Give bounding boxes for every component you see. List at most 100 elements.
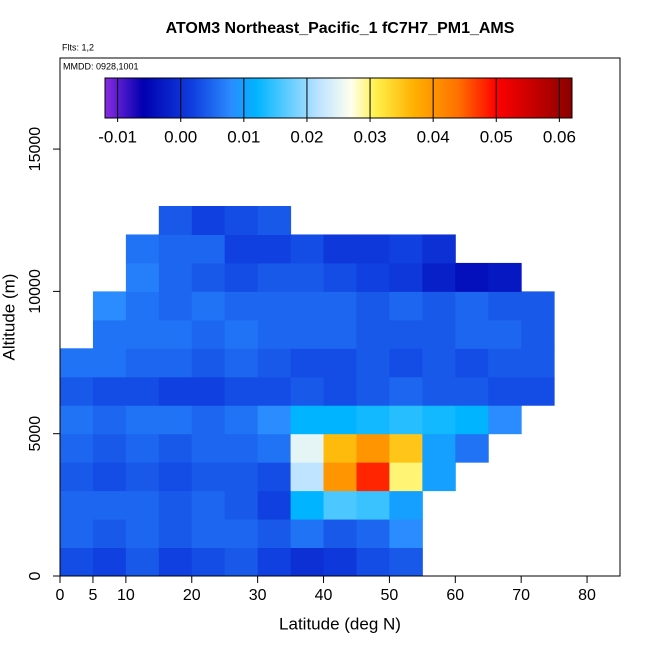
heat-cell (422, 234, 456, 264)
colorbar-tick-label: -0.01 (98, 127, 137, 146)
heat-cell (455, 262, 489, 292)
heat-cell (158, 376, 193, 406)
heat-cell (125, 234, 160, 264)
heat-cell (224, 433, 259, 463)
x-tick-label: 30 (249, 587, 267, 604)
x-tick-label: 70 (512, 587, 530, 604)
heat-cell (389, 519, 423, 549)
heat-cell (60, 376, 94, 406)
heat-cell (455, 291, 489, 321)
heat-cell (323, 262, 357, 292)
heat-cell (323, 234, 357, 264)
heat-cell (224, 291, 259, 321)
heat-cell (92, 291, 127, 321)
heat-cell (389, 262, 423, 292)
plot-frame (59, 57, 621, 577)
heat-cell (356, 291, 390, 321)
heat-cell (488, 262, 522, 292)
heat-cell (521, 291, 555, 321)
heat-cell (323, 319, 357, 349)
heat-cell (389, 490, 423, 520)
heat-cell (60, 405, 94, 435)
heat-cell (191, 376, 226, 406)
heat-cell (257, 262, 292, 292)
heat-cell (389, 376, 423, 406)
heat-cell (422, 376, 456, 406)
heat-cell (290, 519, 325, 549)
colorbar-tick-label: 0.01 (227, 127, 260, 146)
heat-cell (290, 262, 325, 292)
heat-cell (92, 319, 127, 349)
colorbar-tick-label: 0.04 (417, 127, 450, 146)
heat-cell (356, 519, 390, 549)
heat-cell (158, 262, 193, 292)
heat-cell (60, 348, 94, 378)
heat-cell (224, 490, 259, 520)
heat-cell (356, 262, 390, 292)
heat-cell (521, 319, 555, 349)
heat-cell (290, 462, 325, 492)
heat-cell (92, 405, 127, 435)
heat-cell (92, 490, 127, 520)
heat-cell (125, 547, 160, 577)
heat-cell (356, 462, 390, 492)
heat-cell (158, 291, 193, 321)
heat-cell (257, 490, 292, 520)
heat-cell (455, 433, 489, 463)
heat-cell (389, 462, 423, 492)
heat-cell (125, 376, 160, 406)
heat-cell (290, 348, 325, 378)
heat-cell (389, 348, 423, 378)
heat-cell (125, 291, 160, 321)
heat-cell (521, 376, 555, 406)
heat-cell (422, 348, 456, 378)
heat-cell (191, 547, 226, 577)
heat-cell (224, 234, 259, 264)
heat-cell (356, 376, 390, 406)
heat-cell (191, 291, 226, 321)
y-tick-label: 5000 (27, 416, 44, 452)
heat-cell (389, 405, 423, 435)
heat-cell (60, 519, 94, 549)
heat-cell (224, 376, 259, 406)
heat-cell (356, 405, 390, 435)
heat-cell (125, 433, 160, 463)
heat-cell (257, 547, 292, 577)
heat-cell (290, 376, 325, 406)
heat-cell (488, 376, 522, 406)
heat-cell (158, 319, 193, 349)
heat-cell (92, 348, 127, 378)
heat-cell (191, 319, 226, 349)
y-tick-label: 10000 (27, 269, 44, 314)
heat-cell (290, 490, 325, 520)
heat-cell (356, 234, 390, 264)
heat-cell (158, 433, 193, 463)
heat-cell (224, 519, 259, 549)
heat-cell (125, 462, 160, 492)
colorbar (104, 77, 573, 119)
heat-cell (158, 234, 193, 264)
heat-cell (290, 547, 325, 577)
heat-cell (158, 206, 193, 235)
heat-cell (389, 433, 423, 463)
heat-cell (257, 206, 292, 235)
heat-cell (389, 291, 423, 321)
x-tick-label: 5 (88, 587, 97, 604)
heat-cell (257, 519, 292, 549)
heat-cell (125, 348, 160, 378)
heat-cell (191, 490, 226, 520)
heat-cell (323, 490, 357, 520)
heat-cell (60, 490, 94, 520)
heat-cell (257, 234, 292, 264)
heat-cell (191, 462, 226, 492)
heat-cell (191, 348, 226, 378)
heat-cell (191, 519, 226, 549)
heat-cell (455, 319, 489, 349)
x-tick-label: 50 (381, 587, 399, 604)
heat-cell (92, 376, 127, 406)
heat-cell (323, 291, 357, 321)
heat-cell (257, 462, 292, 492)
heat-cell (356, 348, 390, 378)
heat-cell (125, 490, 160, 520)
heat-cell (356, 433, 390, 463)
